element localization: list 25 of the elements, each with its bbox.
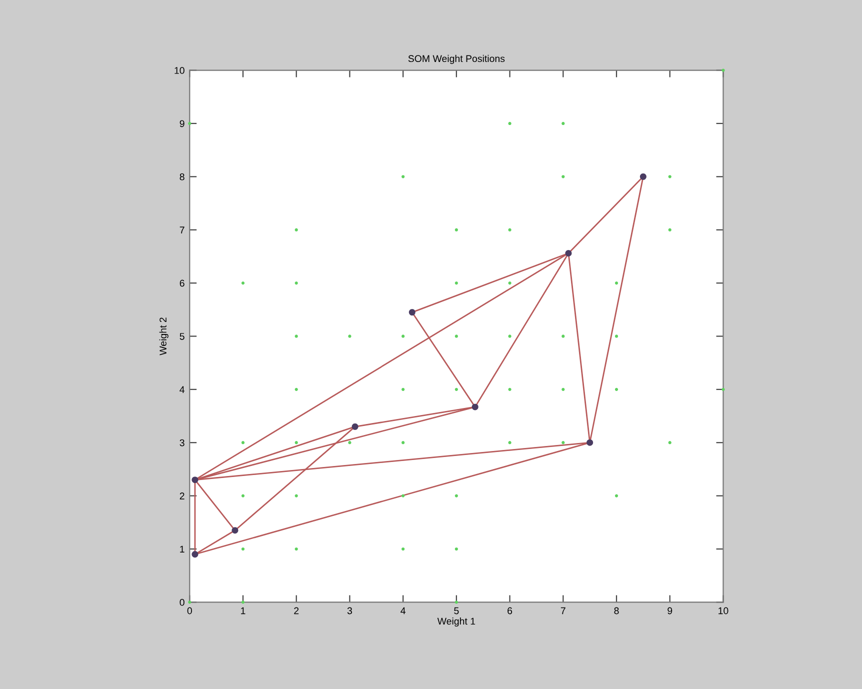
y-tick-label: 8 bbox=[180, 173, 184, 180]
chart-title: SOM Weight Positions bbox=[408, 54, 505, 64]
y-tick-label: 4 bbox=[180, 386, 184, 393]
x-axis-title: Weight 1 bbox=[437, 618, 476, 627]
x-tick-label: 0 bbox=[187, 607, 192, 614]
y-tick-label: 3 bbox=[180, 439, 184, 446]
y-tick-label: 5 bbox=[180, 333, 184, 340]
y-tick-label: 2 bbox=[180, 492, 184, 500]
y-axis-title: Weight 2 bbox=[159, 318, 168, 356]
x-tick-label: 9 bbox=[668, 607, 672, 614]
x-tick-label: 10 bbox=[718, 607, 728, 614]
y-tick-label: 9 bbox=[180, 120, 184, 128]
x-tick-label: 8 bbox=[614, 607, 619, 614]
x-tick-label: 3 bbox=[347, 607, 352, 614]
x-tick-label: 6 bbox=[508, 607, 512, 614]
y-tick-label: 1 bbox=[180, 546, 184, 553]
x-tick-label: 1 bbox=[241, 607, 246, 614]
x-tick-label: 2 bbox=[294, 607, 299, 614]
y-tick-label: 10 bbox=[174, 67, 184, 74]
x-tick-label: 7 bbox=[560, 607, 566, 614]
x-tick-label: 5 bbox=[454, 607, 459, 614]
y-tick-label: 6 bbox=[180, 280, 184, 287]
x-tick-label: 4 bbox=[400, 607, 406, 614]
y-tick-label: 7 bbox=[180, 226, 184, 234]
y-tick-label: 0 bbox=[180, 598, 184, 606]
